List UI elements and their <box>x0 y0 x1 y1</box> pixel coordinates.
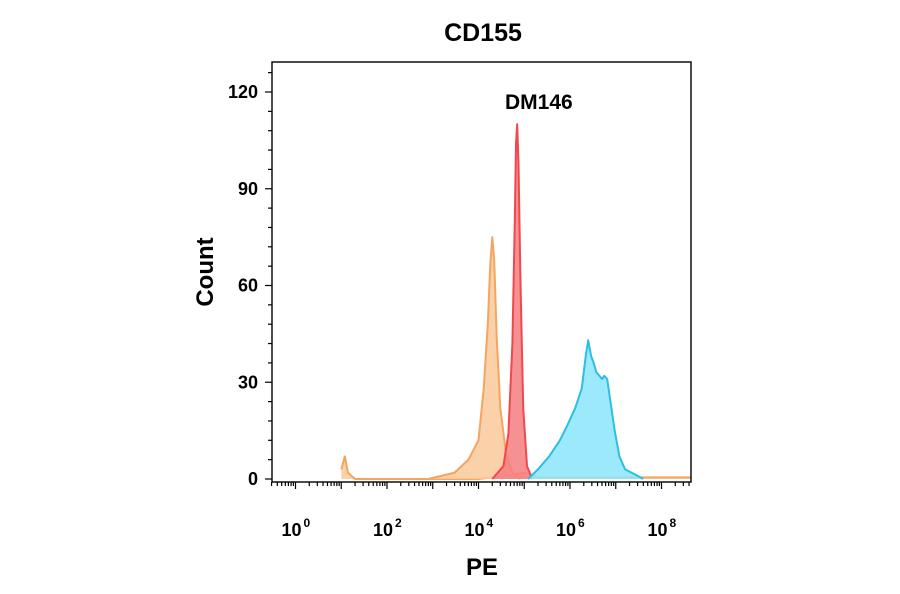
y-axis-label: Count <box>192 237 219 306</box>
series-1-line <box>428 236 521 480</box>
x-tick-label: 10 0 <box>281 516 310 540</box>
series-layer <box>340 123 691 480</box>
y-tick-label: 90 <box>238 179 258 199</box>
x-tick-exponent: 0 <box>304 516 311 530</box>
y-axis-ticks: 0 30 60 90 120 <box>228 72 272 489</box>
x-tick-label: 10 4 <box>464 516 493 540</box>
x-tick-exponent: 6 <box>578 516 585 530</box>
x-tick-base: 10 <box>281 520 301 540</box>
x-tick-label: 10 6 <box>556 516 585 540</box>
x-tick-base: 10 <box>464 520 484 540</box>
x-tick-label: 10 2 <box>373 516 402 540</box>
plot-area <box>271 61 692 483</box>
plot-frame <box>271 61 692 483</box>
x-axis-label: PE <box>466 554 498 581</box>
x-tick-label: 10 8 <box>647 516 676 540</box>
chart-title: CD155 <box>444 19 522 47</box>
series-2-line <box>491 123 534 480</box>
x-axis-ticks: 10 0 10 2 10 4 10 6 10 8 <box>270 482 690 540</box>
series-3-area <box>527 340 644 479</box>
x-tick-base: 10 <box>647 520 667 540</box>
series-3-line <box>527 339 644 480</box>
x-tick-base: 10 <box>556 520 576 540</box>
sample-annotation: DM146 <box>505 91 573 114</box>
y-tick-label: 120 <box>228 82 258 102</box>
y-tick-label: 0 <box>248 469 258 489</box>
x-tick-exponent: 2 <box>395 516 402 530</box>
x-tick-base: 10 <box>373 520 393 540</box>
y-tick-label: 30 <box>238 372 258 392</box>
x-tick-exponent: 8 <box>670 516 677 530</box>
x-tick-exponent: 4 <box>487 516 494 530</box>
y-tick-label: 60 <box>238 276 258 296</box>
series-1-area <box>428 237 520 479</box>
